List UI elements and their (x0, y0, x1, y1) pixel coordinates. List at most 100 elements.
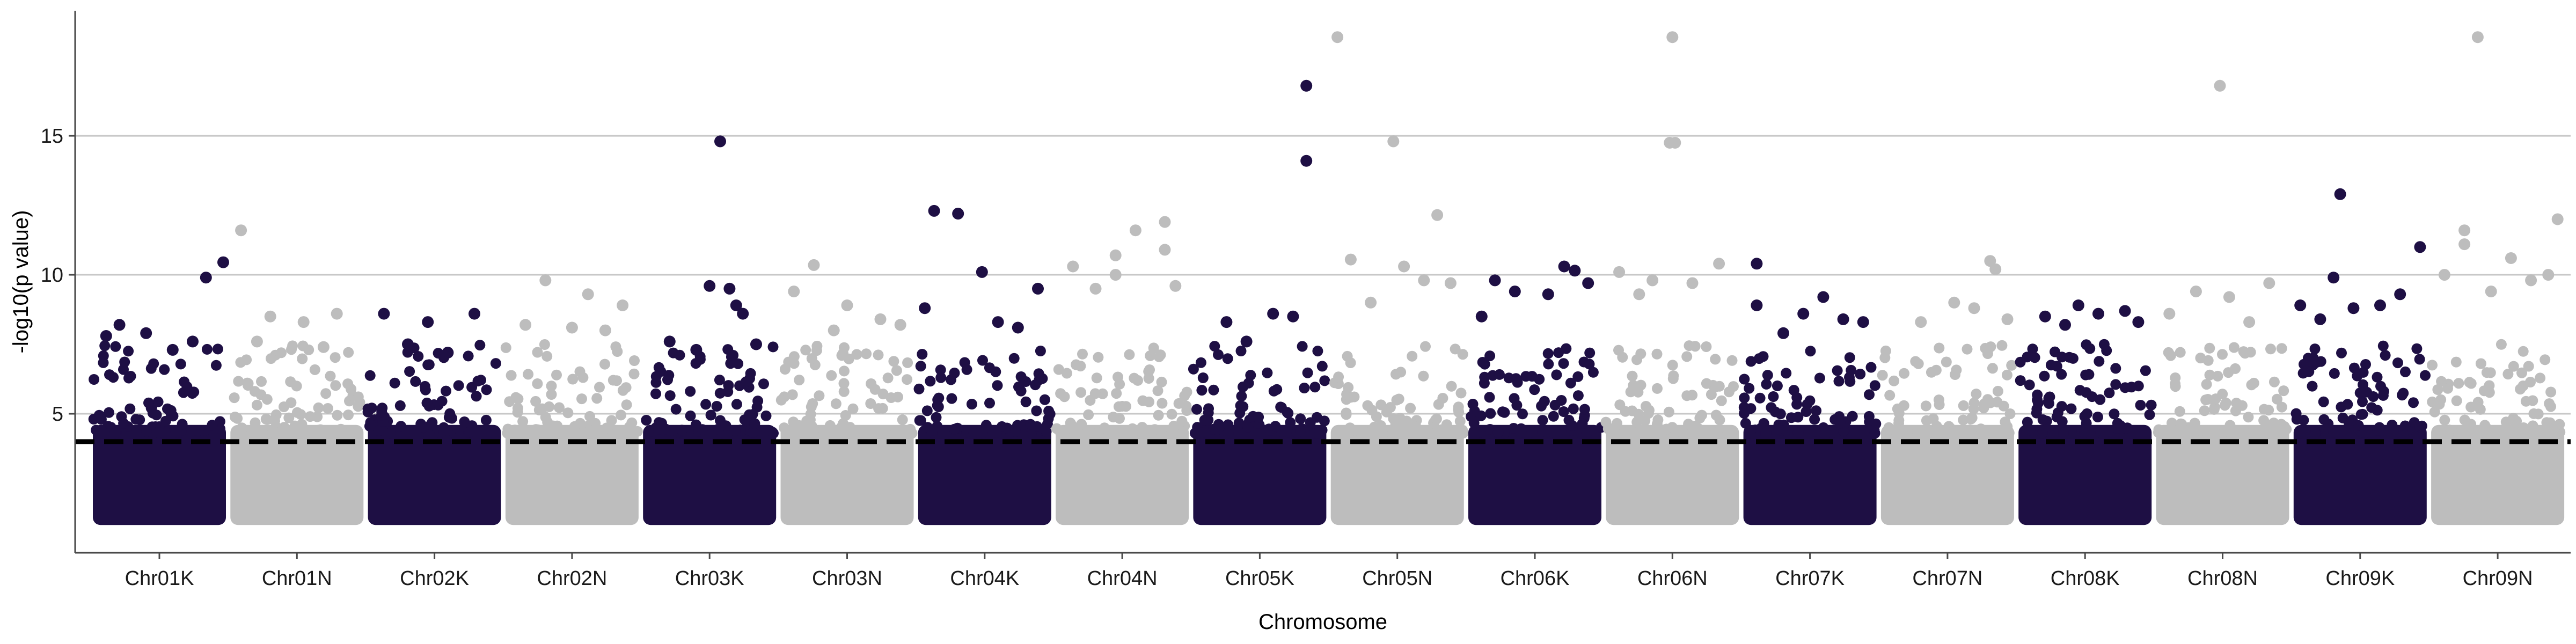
point (118, 418, 129, 429)
point (1365, 296, 1377, 309)
point (140, 327, 152, 339)
point (1613, 345, 1624, 356)
point (1899, 368, 1909, 379)
point (1253, 412, 1264, 423)
point (1633, 288, 1645, 301)
point (2268, 376, 2280, 387)
point (1620, 427, 1631, 438)
point (2039, 370, 2050, 382)
point (865, 398, 876, 409)
point (413, 351, 424, 362)
point (1775, 408, 1786, 420)
point (2411, 343, 2423, 354)
series-chr07n (1877, 255, 2017, 525)
point (2057, 352, 2068, 363)
point (2153, 424, 2164, 435)
point (1845, 376, 1856, 387)
point (1208, 384, 1219, 396)
point (902, 357, 913, 368)
point (1635, 379, 1646, 391)
point (662, 374, 673, 385)
point (1814, 372, 1825, 384)
point (1114, 378, 1125, 390)
point (2377, 340, 2389, 352)
point (1450, 343, 1461, 355)
point (1761, 378, 1772, 390)
point (700, 399, 712, 410)
point (2081, 408, 2092, 419)
point (1968, 302, 1980, 314)
point (731, 399, 742, 410)
point (2135, 400, 2146, 411)
point (2246, 427, 2258, 438)
point (1181, 400, 1192, 412)
point (291, 380, 302, 392)
point (1608, 426, 1620, 437)
point (175, 358, 186, 370)
bulk-points (918, 425, 1051, 525)
point (532, 347, 543, 358)
point (787, 389, 798, 400)
x-tick-label: Chr09N (2463, 567, 2533, 590)
point (1551, 369, 1562, 380)
x-tick-label: Chr04K (950, 567, 1019, 590)
point (2119, 305, 2131, 317)
point (415, 419, 427, 430)
point (828, 324, 840, 336)
bulk-points (1468, 425, 1601, 525)
point (2140, 365, 2151, 376)
point (1157, 398, 1168, 409)
point (591, 393, 603, 404)
point (750, 338, 762, 350)
point (574, 366, 586, 377)
point (177, 419, 188, 430)
point (902, 374, 913, 385)
point (775, 394, 787, 406)
point (331, 308, 343, 320)
point (1773, 423, 1784, 435)
point (2083, 369, 2095, 380)
point (788, 351, 800, 362)
point (2348, 362, 2360, 374)
point (628, 368, 640, 379)
point (1093, 352, 1104, 363)
point (1864, 416, 1875, 427)
point (1349, 391, 1360, 402)
point (1331, 427, 1343, 438)
point (1008, 353, 1020, 364)
point (2347, 414, 2358, 426)
point (1663, 406, 1674, 418)
point (2219, 426, 2230, 437)
point (932, 400, 943, 411)
point (1143, 366, 1154, 377)
point (2243, 316, 2256, 328)
point (1681, 351, 1693, 362)
point (931, 412, 942, 423)
point (2170, 372, 2181, 383)
point (286, 397, 297, 408)
point (471, 391, 482, 402)
point (125, 403, 136, 414)
point (444, 408, 456, 419)
point (1558, 406, 1569, 417)
point (1342, 350, 1353, 362)
point (1448, 427, 1460, 438)
point (118, 364, 129, 375)
point (2256, 427, 2267, 438)
point (1209, 341, 1220, 352)
point (1466, 411, 1477, 422)
point (317, 341, 330, 353)
point (1039, 394, 1050, 405)
point (1579, 404, 1590, 415)
series-chr08k (2015, 299, 2157, 525)
point (1031, 405, 1042, 416)
point (838, 386, 850, 397)
point (990, 366, 1001, 377)
point (153, 427, 164, 438)
x-tick-label: Chr01K (125, 567, 194, 590)
point (261, 394, 273, 405)
point (1359, 426, 1370, 437)
point (566, 321, 578, 334)
point (1631, 354, 1642, 365)
point (2366, 402, 2377, 413)
